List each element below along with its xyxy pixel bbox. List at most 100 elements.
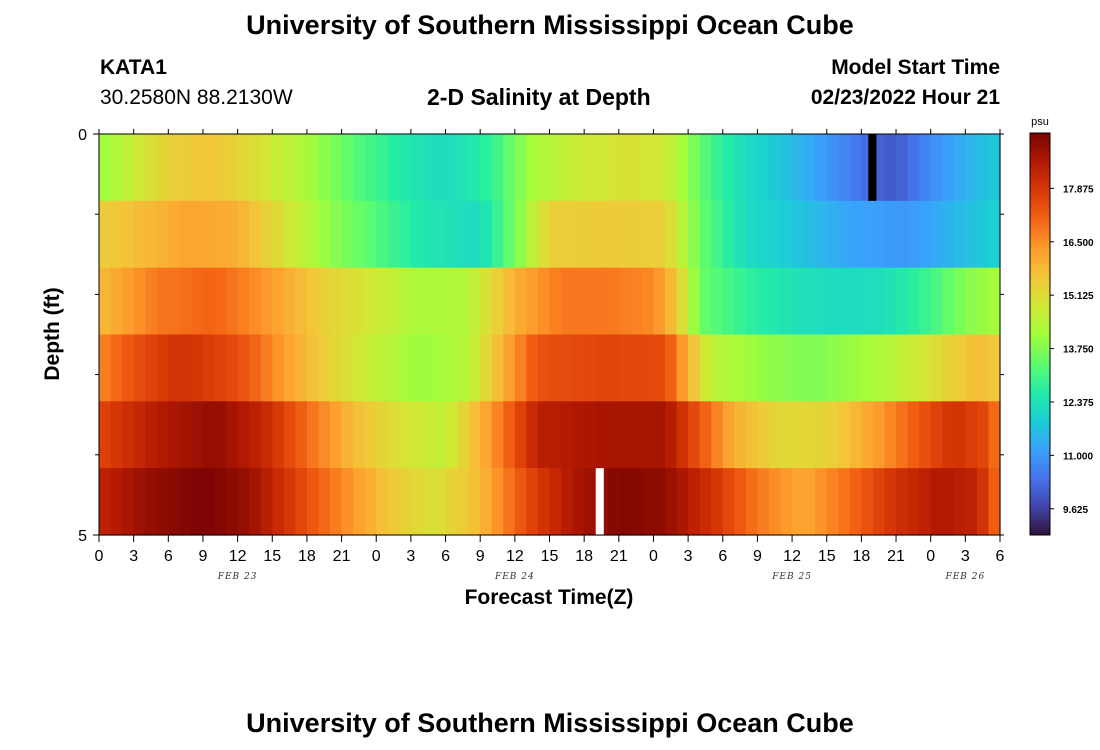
heatmap-cell — [272, 334, 285, 402]
heatmap-cell — [780, 401, 793, 469]
heatmap-cell — [376, 334, 389, 402]
heatmap-cell — [99, 468, 112, 536]
x-tick-label: 0 — [649, 548, 658, 565]
heatmap-cell — [792, 334, 805, 402]
heatmap-cell — [260, 401, 273, 469]
heatmap-cell — [768, 334, 782, 402]
heatmap-cell — [376, 267, 389, 336]
heatmap-cell — [433, 334, 447, 402]
heatmap-cell — [803, 200, 816, 269]
page-title: University of Southern Mississippi Ocean… — [246, 10, 854, 40]
heatmap-cell — [341, 401, 354, 469]
heatmap-cell — [665, 334, 678, 402]
heatmap-cell — [295, 200, 308, 269]
heatmap-cell — [838, 200, 851, 269]
heatmap-cell — [607, 200, 620, 269]
heatmap-cell — [745, 334, 759, 402]
heatmap-cell — [237, 334, 250, 402]
heatmap-cell — [133, 267, 146, 336]
date-label: FEB 26 — [944, 572, 985, 582]
heatmap-cell — [422, 134, 435, 202]
heatmap-cell — [410, 134, 424, 202]
heatmap-cell — [480, 267, 493, 336]
heatmap-cell — [711, 334, 724, 402]
heatmap-cell — [838, 334, 851, 402]
heatmap-cell — [607, 468, 620, 536]
heatmap-cell — [711, 200, 724, 269]
heatmap-cell — [156, 468, 169, 536]
heatmap-cell — [792, 134, 805, 202]
heatmap-cell — [468, 401, 481, 469]
heatmap-cell — [849, 267, 862, 336]
heatmap-cell — [849, 334, 862, 402]
heatmap-cell — [433, 200, 447, 269]
heatmap-cell — [283, 468, 296, 536]
heatmap-cell — [849, 468, 862, 536]
heatmap-cell — [838, 401, 851, 469]
heatmap-cell — [745, 401, 759, 469]
heatmap-cell — [283, 134, 296, 202]
heatmap-cell — [745, 200, 759, 269]
heatmap-cell — [815, 334, 828, 402]
heatmap-cell — [803, 267, 816, 336]
x-tick-label: 18 — [852, 548, 870, 565]
heatmap-cell — [688, 334, 701, 402]
heatmap-cell — [699, 200, 712, 269]
salinity-heatmap-chart: 0 3 6 9 12 15 18 21 0 3 6 9 12 15 18 21 0 3 6 9 12 15 18 21 0 3 6 F… — [41, 116, 1094, 609]
heatmap-cell — [249, 468, 262, 536]
heatmap-cell — [145, 134, 158, 202]
heatmap-cell — [179, 267, 193, 336]
heatmap-cell — [676, 200, 689, 269]
heatmap-cell — [295, 468, 308, 536]
heatmap-cell — [341, 468, 354, 536]
heatmap-cell — [815, 401, 828, 469]
y-axis-title: Depth (ft) — [41, 287, 64, 380]
heatmap-cell — [826, 468, 839, 536]
heatmap-cell — [792, 468, 805, 536]
heatmap-cell — [272, 267, 285, 336]
heatmap-cell — [226, 401, 239, 469]
x-tick-label: 0 — [95, 548, 104, 565]
colorbar-tick-label: 16.500 — [1063, 238, 1094, 249]
heatmap-cell — [976, 468, 990, 536]
heatmap-cell — [976, 401, 990, 469]
x-tick-label: 12 — [229, 548, 247, 565]
heatmap-cell — [549, 134, 562, 202]
heatmap-cell — [422, 200, 435, 269]
heatmap-cell — [433, 134, 447, 202]
heatmap-cell — [249, 134, 262, 202]
heatmap-cell — [768, 468, 782, 536]
heatmap-cell — [318, 200, 331, 269]
heatmap-cell — [306, 401, 320, 469]
heatmap-cell — [272, 134, 285, 202]
heatmap-cell — [514, 334, 527, 402]
x-tick-label: 15 — [263, 548, 281, 565]
heatmap-cell — [168, 134, 181, 202]
heatmap-cell — [399, 200, 412, 269]
heatmap-cell — [768, 200, 782, 269]
heatmap-cell — [584, 401, 597, 469]
heatmap-cell — [676, 134, 689, 202]
heatmap-cell — [226, 134, 239, 202]
heatmap-cell — [145, 267, 158, 336]
heatmap-cell — [468, 200, 481, 269]
heatmap-cell — [422, 334, 435, 402]
heatmap-cell — [318, 401, 331, 469]
heatmap-cell — [896, 134, 909, 202]
heatmap-cell — [491, 267, 504, 336]
heatmap-cell — [665, 200, 678, 269]
heatmap-cell — [757, 334, 770, 402]
heatmap-cell — [988, 468, 1001, 536]
heatmap-cell — [445, 401, 458, 469]
heatmap-cell — [803, 468, 816, 536]
heatmap-cell — [630, 468, 643, 536]
heatmap-cell — [457, 468, 470, 536]
heatmap-cell — [653, 334, 666, 402]
heatmap-cell — [884, 200, 897, 269]
heatmap-cell — [618, 468, 631, 536]
heatmap-cell — [838, 267, 851, 336]
heatmap-cell — [815, 134, 828, 202]
heatmap-cell — [306, 200, 320, 269]
heatmap-cell — [480, 200, 493, 269]
heatmap-cell — [676, 468, 689, 536]
